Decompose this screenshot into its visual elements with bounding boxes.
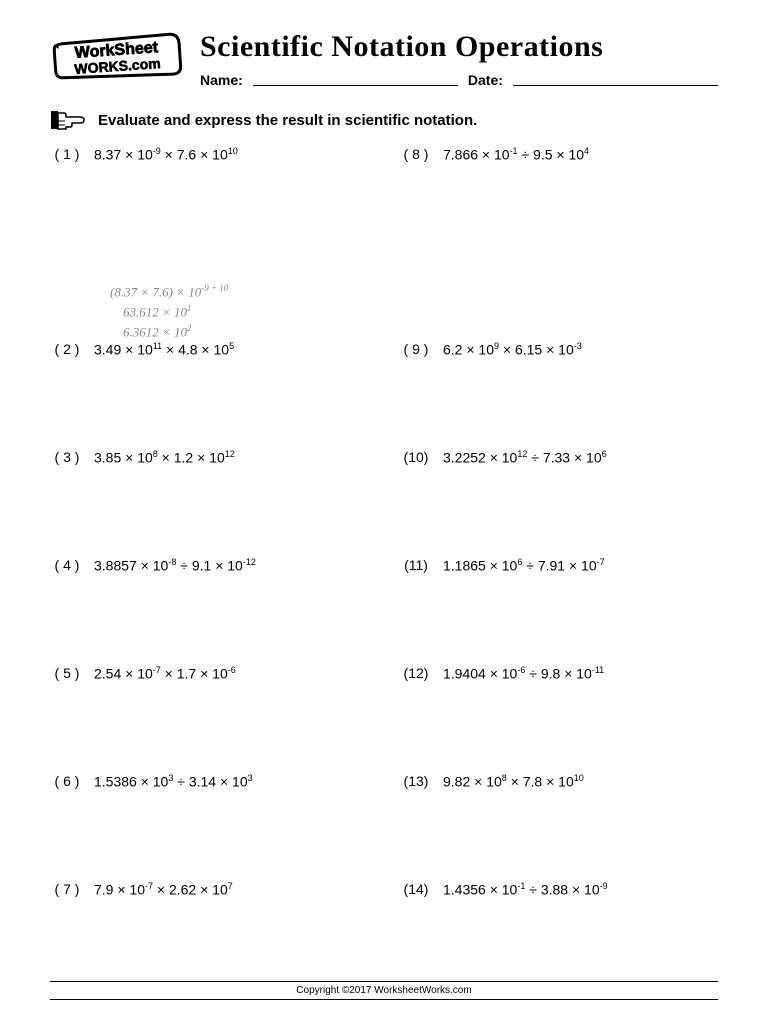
problem-expression: 3.2252 × 1012 ÷ 7.33 × 106 bbox=[443, 449, 607, 466]
copyright-footer: Copyright ©2017 WorksheetWorks.com bbox=[50, 981, 718, 1000]
date-blank-line bbox=[513, 72, 718, 86]
problem-expression: 7.866 × 10-1 ÷ 9.5 × 104 bbox=[443, 146, 589, 163]
problem: ( 4 ) 3.8857 × 10-8 ÷ 9.1 × 10-12 bbox=[50, 557, 369, 665]
problem-number: ( 1 ) bbox=[50, 146, 84, 162]
problem-number: ( 6 ) bbox=[50, 773, 84, 789]
problem-expression: 2.54 × 10-7 × 1.7 × 10-6 bbox=[94, 665, 236, 682]
problem-number: ( 5 ) bbox=[50, 665, 84, 681]
instruction-text: Evaluate and express the result in scien… bbox=[98, 112, 477, 129]
problem: (12) 1.9404 × 10-6 ÷ 9.8 × 10-11 bbox=[399, 665, 718, 773]
problem: ( 1 ) 8.37 × 10-9 × 7.6 × 1010 bbox=[50, 146, 369, 278]
problem-number: (12) bbox=[399, 665, 433, 681]
problem-number: (13) bbox=[399, 773, 433, 789]
pointing-hand-icon bbox=[50, 108, 88, 132]
problem-expression: 8.37 × 10-9 × 7.6 × 1010 bbox=[94, 146, 238, 163]
problem: ( 9 ) 6.2 × 109 × 6.15 × 10-3 bbox=[399, 341, 718, 449]
date-label: Date: bbox=[468, 72, 503, 88]
problem-number: ( 8 ) bbox=[399, 146, 433, 162]
problem-number: ( 3 ) bbox=[50, 449, 84, 465]
problem-expression: 3.49 × 1011 × 4.8 × 105 bbox=[94, 341, 234, 358]
problems-grid: ( 1 ) 8.37 × 10-9 × 7.6 × 1010 (8.37 × 7.6… bbox=[50, 146, 718, 989]
problem: ( 6 ) 1.5386 × 103 ÷ 3.14 × 103 bbox=[50, 773, 369, 881]
problem-expression: 1.1865 × 106 ÷ 7.91 × 10-7 bbox=[443, 557, 605, 574]
problem: ( 7 ) 7.9 × 10-7 × 2.62 × 107 bbox=[50, 881, 369, 989]
problem-expression: 3.85 × 108 × 1.2 × 1012 bbox=[94, 449, 235, 466]
problem-expression: 1.5386 × 103 ÷ 3.14 × 103 bbox=[94, 773, 253, 790]
worksheet-header: WorkSheet WORKS.com Scientific Notation … bbox=[50, 30, 718, 88]
problem-expression: 6.2 × 109 × 6.15 × 10-3 bbox=[443, 341, 582, 358]
problem: ( 8 ) 7.866 × 10-1 ÷ 9.5 × 104 bbox=[399, 146, 718, 278]
problem: (10) 3.2252 × 1012 ÷ 7.33 × 106 bbox=[399, 449, 718, 557]
worksheet-title: Scientific Notation Operations bbox=[200, 30, 718, 64]
problem-expression: 1.9404 × 10-6 ÷ 9.8 × 10-11 bbox=[443, 665, 604, 682]
problem-number: ( 9 ) bbox=[399, 341, 433, 357]
problem-expression: 7.9 × 10-7 × 2.62 × 107 bbox=[94, 881, 233, 898]
name-blank-line bbox=[253, 72, 458, 86]
problem: (13) 9.82 × 108 × 7.8 × 1010 bbox=[399, 773, 718, 881]
problem: (11) 1.1865 × 106 ÷ 7.91 × 10-7 bbox=[399, 557, 718, 665]
problem-number: (14) bbox=[399, 881, 433, 897]
worksheetworks-logo: WorkSheet WORKS.com bbox=[50, 30, 185, 88]
problem: ( 2 ) 3.49 × 1011 × 4.8 × 105 bbox=[50, 341, 369, 449]
name-label: Name: bbox=[200, 72, 243, 88]
problem-number: ( 7 ) bbox=[50, 881, 84, 897]
problem: ( 3 ) 3.85 × 108 × 1.2 × 1012 bbox=[50, 449, 369, 557]
problem-number: ( 2 ) bbox=[50, 341, 84, 357]
problem: ( 5 ) 2.54 × 10-7 × 1.7 × 10-6 bbox=[50, 665, 369, 773]
handwritten-work: (8.37 × 7.6) × 10-9 + 10 63.612 × 101 6.… bbox=[110, 282, 369, 341]
problem-expression: 3.8857 × 10-8 ÷ 9.1 × 10-12 bbox=[94, 557, 256, 574]
problem-expression: 1.4356 × 10-1 ÷ 3.88 × 10-9 bbox=[443, 881, 608, 898]
problem-number: ( 4 ) bbox=[50, 557, 84, 573]
problem-expression: 9.82 × 108 × 7.8 × 1010 bbox=[443, 773, 584, 790]
problem-number: (10) bbox=[399, 449, 433, 465]
problem: (14) 1.4356 × 10-1 ÷ 3.88 × 10-9 bbox=[399, 881, 718, 989]
problem-number: (11) bbox=[399, 557, 433, 573]
